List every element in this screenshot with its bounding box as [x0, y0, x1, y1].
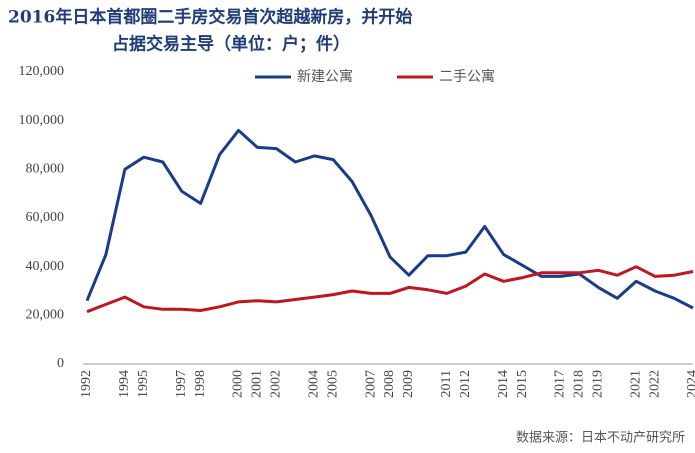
- legend-label: 新建公寓: [297, 68, 353, 85]
- y-tick-label: 40,000: [26, 259, 65, 274]
- x-tick-label: 2000: [231, 370, 246, 398]
- x-tick-label: 2011: [439, 370, 454, 397]
- x-tick-label: 1995: [136, 370, 151, 398]
- x-tick-label: 2018: [572, 370, 587, 398]
- y-tick-label: 0: [57, 356, 64, 371]
- x-tick-label: 1998: [193, 370, 208, 398]
- chart-title: 占据交易主导（单位：户；件）: [112, 34, 350, 55]
- chart-title: 2016年日本首都圈二手房交易首次超越新房，并开始: [8, 7, 412, 28]
- x-tick-label: 2012: [458, 370, 473, 398]
- x-tick-label: 2004: [306, 370, 321, 398]
- y-tick-label: 80,000: [26, 162, 65, 177]
- series-line: [85, 128, 694, 310]
- y-tick-label: 60,000: [26, 210, 65, 225]
- y-tick-label: 20,000: [26, 308, 65, 323]
- x-tick-label: 2022: [647, 370, 662, 398]
- x-tick-label: 1997: [174, 370, 189, 398]
- x-tick-label: 2024: [685, 370, 695, 398]
- series-line: [86, 265, 694, 314]
- x-tick-label: 1992: [79, 370, 94, 398]
- x-tick-label: 2005: [325, 370, 340, 398]
- x-tick-label: 2021: [628, 370, 643, 398]
- x-tick-label: 2017: [553, 370, 568, 398]
- x-tick-label: 2008: [382, 370, 397, 398]
- x-tick-label: 2014: [496, 370, 511, 398]
- x-tick-label: 2001: [250, 370, 265, 398]
- x-tick-label: 2015: [515, 370, 530, 398]
- y-tick-label: 100,000: [19, 113, 65, 128]
- legend-label: 二手公寓: [439, 68, 495, 85]
- source: 数据来源：日本不动产研究所: [516, 431, 685, 446]
- y-tick-label: 120,000: [19, 64, 65, 79]
- x-tick-label: 2019: [591, 370, 606, 398]
- x-tick-label: 2002: [269, 370, 284, 398]
- x-tick-label: 2009: [401, 370, 416, 398]
- x-tick-label: 1994: [117, 370, 132, 398]
- x-tick-label: 2007: [363, 370, 378, 398]
